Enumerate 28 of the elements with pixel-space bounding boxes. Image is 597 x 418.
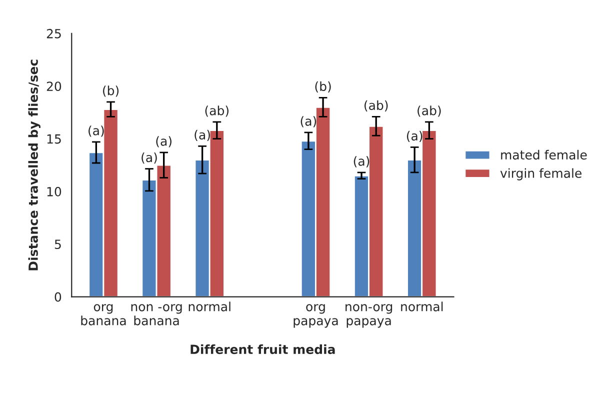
data-label: (ab): [205, 106, 229, 117]
data-label: (b): [315, 81, 331, 93]
x-tick-label: normal: [188, 302, 230, 312]
data-label: (a): [142, 152, 157, 164]
data-label: (a): [88, 126, 104, 137]
x-tick-label: org banana: [81, 304, 126, 326]
data-label: (a): [194, 130, 210, 141]
y-axis-title: Distance travelled by flies/sec: [28, 60, 40, 270]
y-tick-label: 25: [46, 28, 61, 38]
x-tick-label: org papaya: [294, 304, 338, 328]
y-tick-label: 20: [46, 82, 62, 92]
x-tick-label: normal: [401, 302, 443, 312]
legend-label: virgin female: [500, 168, 582, 180]
data-label: (a): [156, 136, 172, 148]
x-tick-label: non-org papaya: [346, 304, 392, 328]
data-label: (a): [406, 130, 422, 142]
y-tick-label: 15: [47, 134, 61, 144]
data-label: (a): [354, 156, 370, 168]
legend-label: mated female: [501, 150, 587, 160]
data-label: (ab): [418, 106, 441, 117]
data-label: (ab): [364, 100, 388, 112]
data-label: (a): [300, 116, 316, 128]
y-tick-label: 10: [47, 186, 62, 196]
y-tick-label: 5: [54, 240, 61, 250]
x-axis-title: Different fruit media: [190, 344, 335, 354]
data-label: (b): [103, 86, 119, 97]
x-tick-label: non -org banana: [131, 304, 182, 326]
y-tick-label: 0: [54, 292, 62, 302]
